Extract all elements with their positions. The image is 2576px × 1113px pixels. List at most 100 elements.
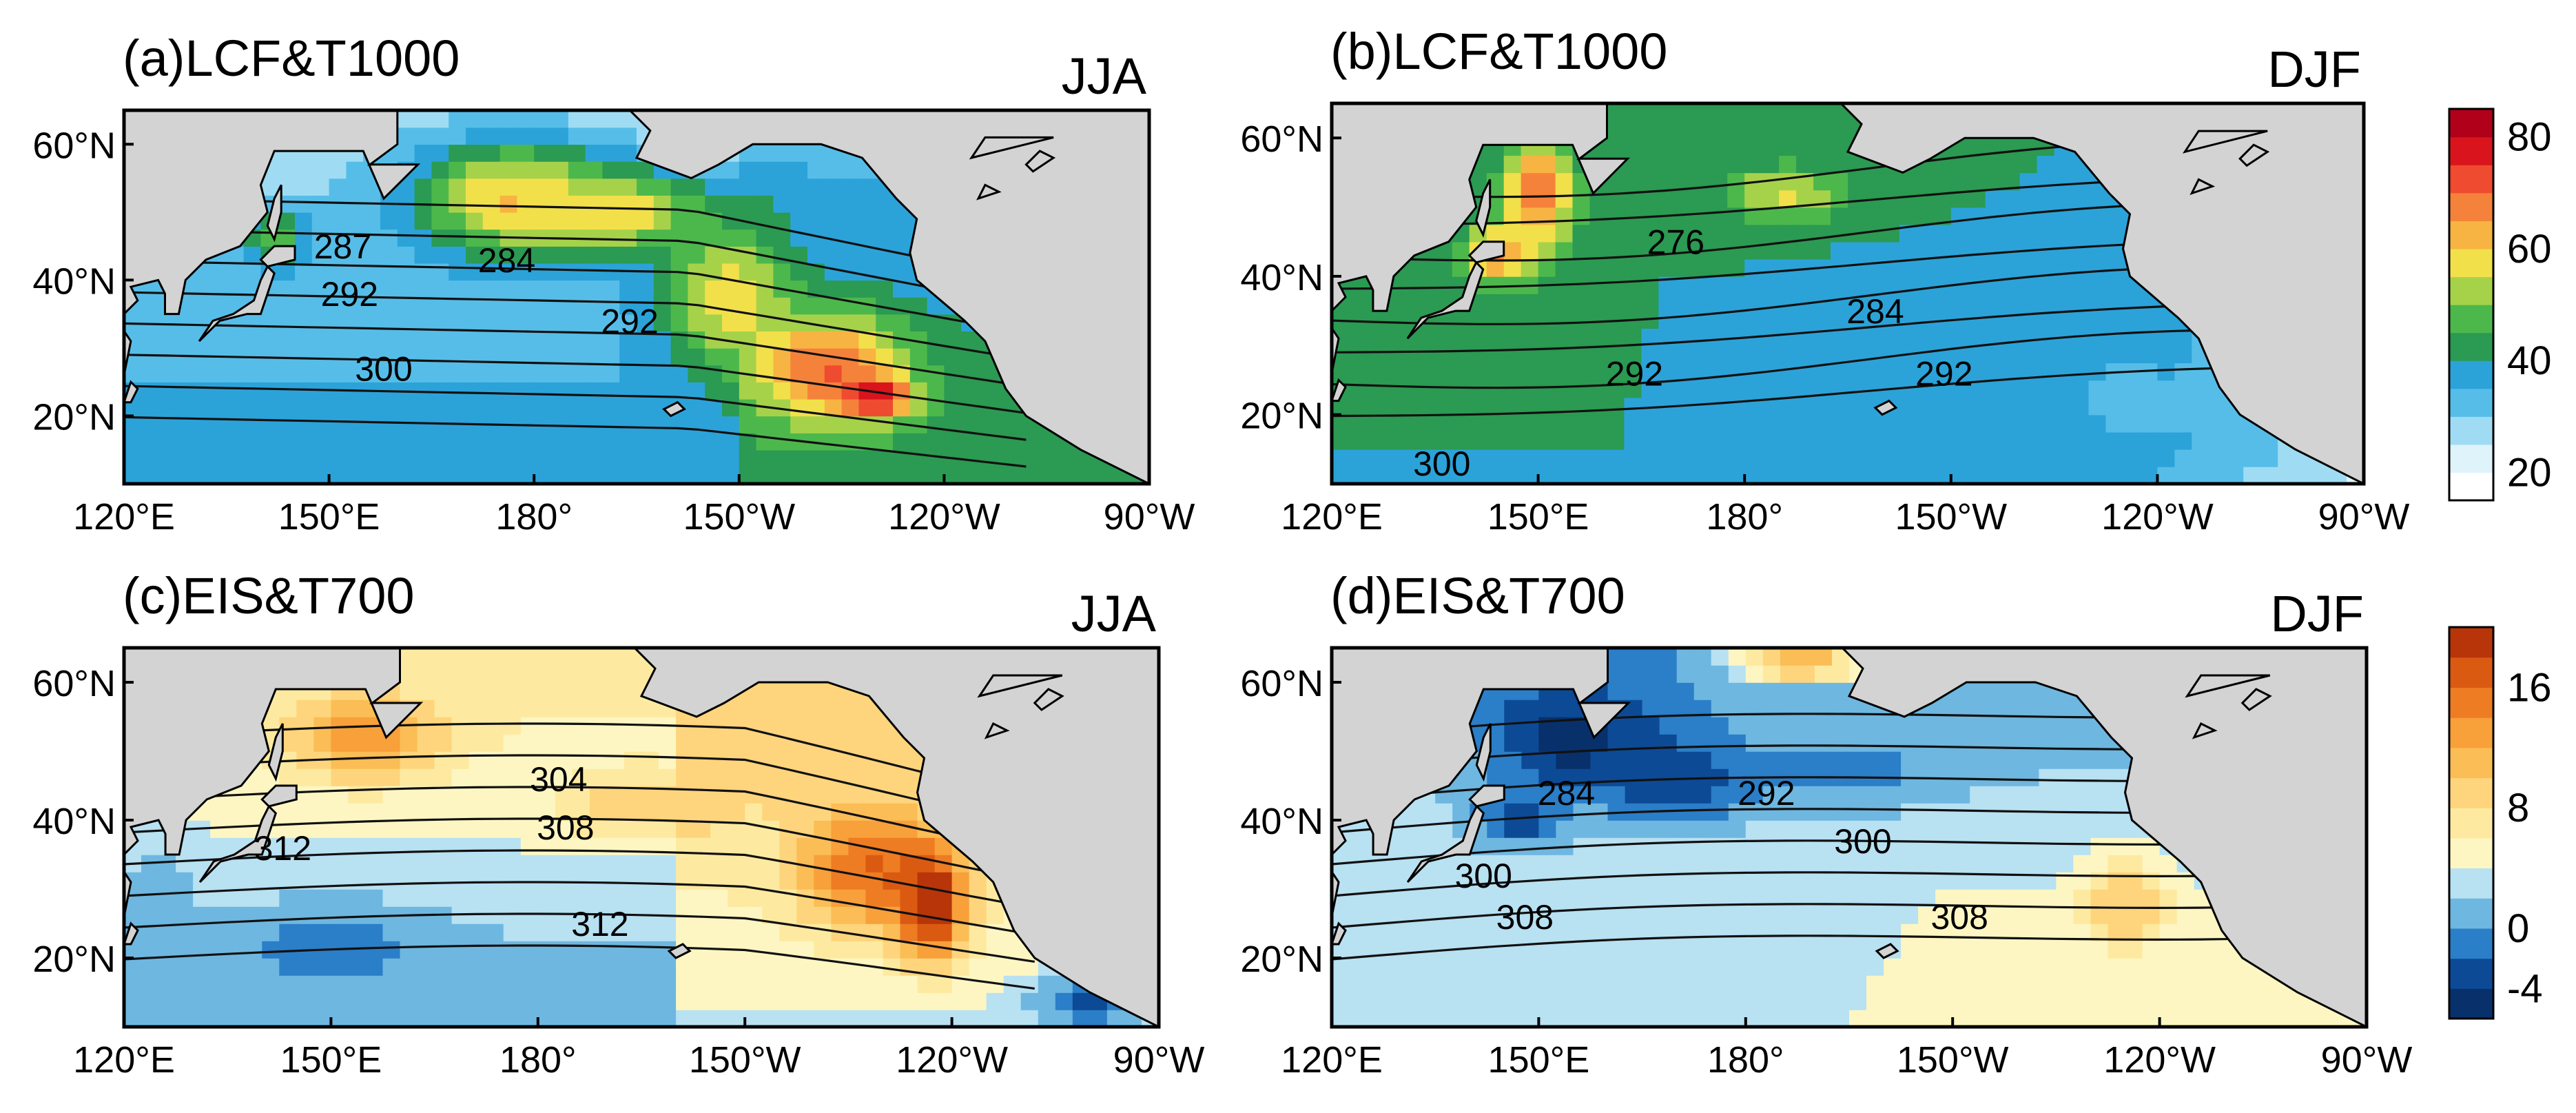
heatmap-cell: [482, 467, 501, 484]
heatmap-cell: [1899, 190, 1917, 208]
heatmap-cell: [568, 110, 586, 128]
heatmap-cell: [876, 398, 894, 417]
heatmap-cell: [1470, 958, 1488, 976]
heatmap-cell: [226, 263, 245, 281]
heatmap-cell: [499, 314, 518, 331]
heatmap-cell: [449, 382, 466, 400]
heatmap-cell: [296, 992, 315, 1010]
heatmap-cell: [1538, 768, 1557, 786]
heatmap-cell: [1970, 837, 1988, 855]
heatmap-cell: [1366, 380, 1384, 398]
heatmap-cell: [1538, 172, 1556, 191]
heatmap-cell: [779, 820, 798, 838]
heatmap-cell: [624, 803, 642, 821]
heatmap-cell: [1435, 889, 1453, 907]
heatmap-cell: [158, 975, 176, 993]
heatmap-cell: [482, 161, 501, 179]
heatmap-cell: [1573, 1010, 1591, 1027]
heatmap-cell: [1968, 363, 1986, 381]
heatmap-cell: [693, 992, 711, 1010]
heatmap-cell: [796, 992, 815, 1010]
heatmap-cell: [1417, 276, 1436, 294]
heatmap-cell: [1625, 682, 1643, 700]
heatmap-cell: [1521, 449, 1539, 467]
heatmap-cell: [1434, 276, 1453, 294]
heatmap-cell: [934, 872, 953, 890]
heatmap-cell: [1658, 311, 1677, 329]
heatmap-cell: [2002, 258, 2021, 277]
heatmap-cell: [1899, 172, 1917, 191]
heatmap-cell: [382, 855, 401, 872]
y-tick-label: 40°N: [32, 261, 116, 302]
heatmap-cell: [466, 246, 484, 264]
heatmap-cell: [1504, 786, 1523, 804]
heatmap-cell: [1728, 751, 1746, 769]
heatmap-cell: [382, 1010, 401, 1027]
heatmap-cell: [537, 700, 556, 717]
heatmap-cell: [637, 280, 655, 298]
heatmap-cell: [1366, 958, 1384, 976]
island: [1024, 150, 1056, 173]
heatmap-cell: [1418, 941, 1436, 959]
heatmap-cell: [900, 803, 918, 821]
heatmap-cell: [865, 975, 884, 993]
heatmap-cell: [534, 161, 552, 179]
heatmap-cell: [1745, 1010, 1764, 1027]
heatmap-cell: [537, 855, 556, 872]
heatmap-cell: [537, 751, 556, 769]
heatmap-cell: [534, 382, 552, 400]
heatmap-cell: [1710, 190, 1729, 208]
heatmap-cell: [688, 347, 705, 366]
heatmap-cell: [124, 365, 142, 382]
heatmap-cell: [1933, 258, 1952, 277]
heatmap-cell: [1434, 397, 1453, 416]
heatmap-cell: [451, 889, 470, 907]
heatmap-cell: [1659, 992, 1678, 1010]
heatmap-cell: [1950, 224, 1969, 243]
heatmap-cell: [431, 280, 449, 298]
heatmap-cell: [1607, 941, 1626, 959]
heatmap-cell: [585, 398, 604, 417]
heatmap-cell: [1452, 397, 1470, 416]
heatmap-cell: [756, 416, 774, 433]
island: [667, 943, 692, 959]
heatmap-cell: [1780, 941, 1798, 959]
heatmap-cell: [1572, 190, 1591, 208]
heatmap-cell: [158, 872, 176, 890]
heatmap-cell: [434, 751, 453, 769]
heatmap-cell: [756, 144, 774, 162]
heatmap-cell: [944, 382, 962, 400]
heatmap-cell: [262, 992, 280, 1010]
heatmap-cell: [227, 872, 245, 890]
heatmap-cell: [431, 263, 449, 281]
heatmap-cell: [779, 872, 798, 890]
island: [124, 921, 139, 946]
heatmap-cell: [1625, 855, 1643, 872]
heatmap-cell: [1950, 431, 1969, 450]
heatmap-cell: [986, 958, 1004, 976]
heatmap-cell: [431, 212, 449, 230]
heatmap-cell: [637, 314, 655, 331]
heatmap-cell: [705, 347, 723, 366]
heatmap-cell: [1607, 294, 1625, 312]
heatmap-cell: [555, 734, 573, 752]
heatmap-cell: [1572, 431, 1591, 450]
heatmap-cell: [909, 347, 928, 366]
heatmap-cell: [348, 906, 367, 924]
heatmap-cell: [1012, 416, 1031, 433]
heatmap-cell: [2002, 190, 2021, 208]
heatmap-cell: [2192, 380, 2210, 398]
heatmap-cell: [1589, 431, 1608, 450]
heatmap-cell: [1401, 837, 1419, 855]
heatmap-cell: [1590, 992, 1609, 1010]
heatmap-cell: [486, 975, 504, 993]
heatmap-cell: [468, 786, 487, 804]
heatmap-cell: [1901, 992, 1919, 1010]
heatmap-cell: [551, 212, 569, 230]
heatmap-cell: [779, 837, 798, 855]
heatmap-cell: [1884, 717, 1902, 735]
heatmap-cell: [606, 1010, 625, 1027]
heatmap-cell: [841, 347, 860, 366]
heatmap-cell: [1797, 648, 1815, 666]
heatmap-cell: [602, 297, 620, 315]
